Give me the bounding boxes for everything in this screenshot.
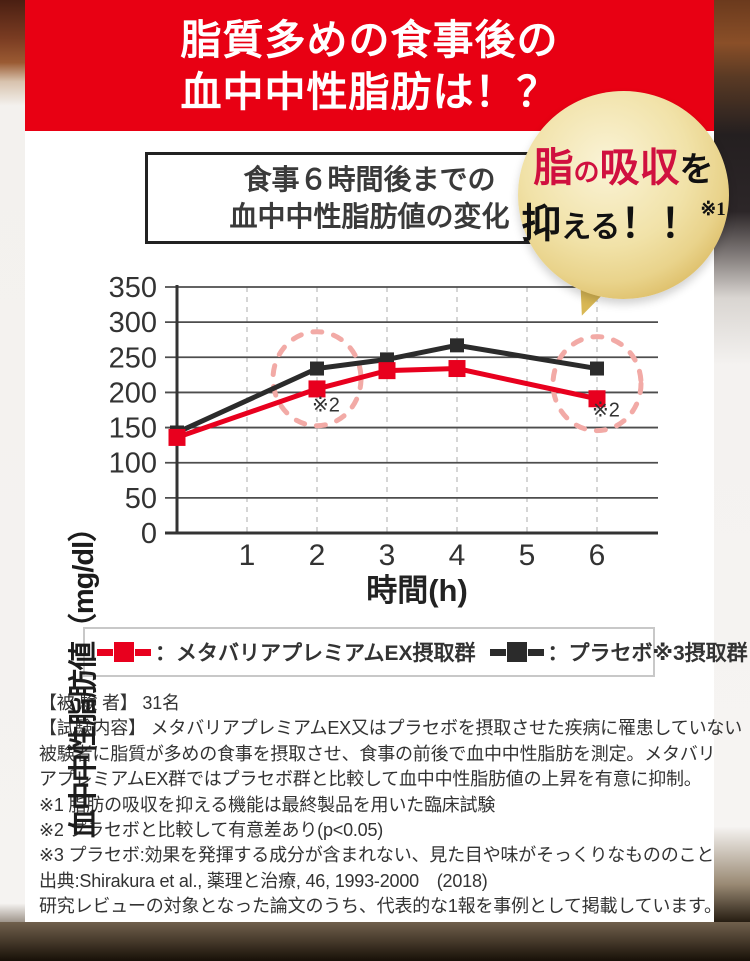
annotation-circle	[550, 334, 644, 434]
footnote-subjects: 【被 験 者】 31名	[39, 693, 180, 713]
food-photo-left-edge	[0, 0, 25, 961]
y-tick-label: 0	[141, 518, 157, 550]
data-point-marker	[590, 361, 604, 376]
footnote-ref3: ※3 プラセボ:効果を発揮する成分が含まれない、見た目や味がそっくりなもののこと	[39, 845, 715, 866]
bubble-line2: 抑える！！※1	[521, 200, 726, 244]
footnote-ref1: ※1 脂肪の吸収を抑える機能は最終製品を用いた臨床試験	[39, 794, 496, 815]
data-point-marker	[450, 338, 464, 353]
footnote-source: 出典:Shirakura et al., 薬理と治療, 46, 1993-200…	[39, 870, 488, 891]
y-tick-label: 50	[125, 483, 157, 515]
chart-title-line1: 食事６時間後までの	[243, 164, 496, 195]
bubble-particle1: の	[573, 158, 600, 187]
chart-title-line2: 血中中性脂肪値の変化	[229, 201, 510, 232]
y-tick-label: 200	[109, 377, 157, 409]
bubble-highlight1: 脂	[533, 145, 574, 190]
chart-area: 血中中性脂肪値（mg/dl） 1 2 3 4 5 6 0 50 100 150 200 250 300 3…	[25, 255, 714, 838]
bubble-particle2: を	[679, 152, 714, 189]
footnote-method-1: 【試験内容】 メタバリアプレミアムEX又はプラセボを摂取させた疾病に罹患していな…	[39, 718, 743, 739]
footnote-ref2: ※2 プラセボと比較して有意差あり(p<0.05)	[39, 820, 384, 841]
data-point-marker	[310, 361, 324, 376]
bubble-action-small: える	[561, 211, 621, 244]
bubble-line1: 脂の吸収を	[533, 148, 713, 188]
bubble-note-ref: ※1	[700, 199, 726, 220]
legend-black-line-marker-icon	[489, 642, 544, 662]
bubble-highlight2: 吸収	[599, 145, 680, 190]
food-photo-right-edge	[714, 0, 750, 961]
x-tick-label: 3	[379, 539, 396, 572]
table-photo-bottom-band	[0, 922, 750, 961]
x-axis-label: 時間(h)	[366, 573, 468, 608]
data-point-marker	[378, 362, 396, 380]
footnote-review-note: 研究レビューの対象となった論文のうち、代表的な1報を事例として掲載しています。	[39, 896, 722, 917]
data-point-marker	[588, 390, 606, 408]
study-footnotes: 【被 験 者】 31名 【試験内容】 メタバリアプレミアムEX又はプラセボを摂取…	[39, 691, 743, 920]
legend-red-line-marker-icon	[97, 642, 151, 662]
content-panel: 脂質多めの食事後の 血中中性脂肪は！？ 食事６時間後までの 血中中性脂肪値の変化…	[25, 0, 748, 922]
headline-line2: 血中中性脂肪は！？	[180, 68, 559, 115]
headline-banner: 脂質多めの食事後の 血中中性脂肪は！？	[25, 0, 714, 131]
data-point-marker	[448, 360, 466, 378]
y-tick-label: 300	[109, 307, 157, 339]
legend-entry-metabarrier: ：メタバリアプレミアムEX摂取群	[97, 637, 476, 667]
speech-bubble: 脂の吸収を 抑える！！※1	[518, 91, 729, 299]
data-point-marker	[168, 428, 186, 446]
significance-label: ※2	[312, 395, 340, 417]
x-tick-label: 5	[519, 539, 536, 572]
significance-label: ※2	[592, 400, 620, 422]
x-tick-label: 1	[239, 539, 256, 572]
data-point-marker	[308, 380, 326, 398]
bubble-action: 抑	[521, 201, 562, 246]
footnote-method-3: アプレミアムEX群ではプラセボ群と比較して血中中性脂肪値の上昇を有意に抑制。	[39, 769, 702, 790]
legend-label: ：メタバリアプレミアムEX摂取群	[155, 642, 476, 665]
x-tick-label: 2	[309, 539, 326, 572]
chart-legend: ：メタバリアプレミアムEX摂取群 ：プラセボ※3摂取群	[83, 627, 748, 677]
x-tick-label: 4	[449, 539, 466, 572]
y-tick-label: 250	[109, 342, 157, 374]
y-axis-label: 血中中性脂肪値（mg/dl）	[68, 513, 100, 839]
legend-entry-placebo: ：プラセボ※3摂取群	[489, 637, 748, 667]
y-tick-label: 150	[109, 413, 157, 445]
legend-label: ：プラセボ※3摂取群	[547, 642, 748, 665]
y-tick-label: 100	[109, 448, 157, 480]
y-tick-label: 350	[109, 272, 157, 304]
footnote-method-2: 被験者に脂質が多めの食事を摂取させ、食事の前後で血中中性脂肪を測定。メタバリ	[39, 743, 716, 764]
bubble-exclaim: ！！	[620, 201, 701, 246]
x-tick-label: 6	[589, 539, 606, 572]
headline-line1: 脂質多めの食事後の	[180, 16, 559, 63]
